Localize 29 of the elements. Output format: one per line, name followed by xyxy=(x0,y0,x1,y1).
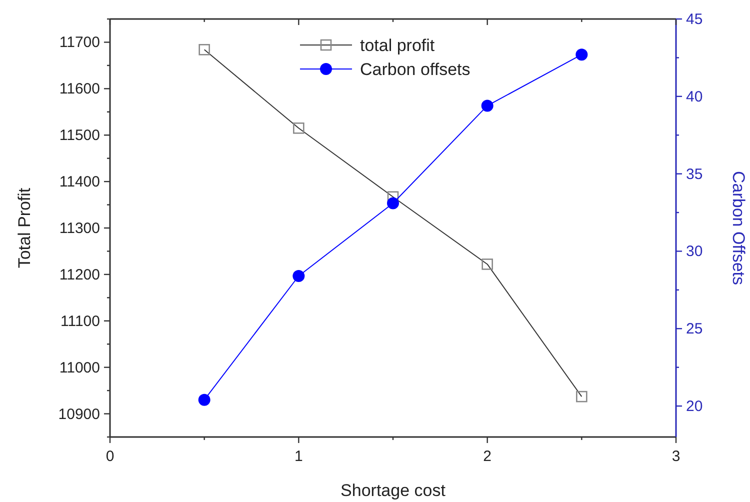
x-tick-label: 1 xyxy=(294,448,303,465)
y-tick-label: 11700 xyxy=(59,34,100,52)
y-axis-title: Total Profit xyxy=(15,188,34,268)
y2-tick-label: 35 xyxy=(686,166,703,183)
y-tick-label: 10900 xyxy=(58,406,100,423)
legend-label: total profit xyxy=(360,36,435,55)
y2-tick-label: 40 xyxy=(686,88,703,106)
legend-label: Carbon offsets xyxy=(360,60,470,79)
x-axis-title: Shortage cost xyxy=(340,481,446,500)
y-tick-label: 11400 xyxy=(59,174,100,191)
point xyxy=(387,197,399,210)
y-tick-label: 11200 xyxy=(59,266,100,284)
x-tick-label: 2 xyxy=(483,448,492,465)
y2-axis-title: Carbon Offsets xyxy=(729,170,748,286)
y2-tick-label: 20 xyxy=(686,398,703,416)
y-tick-label: 11100 xyxy=(60,312,100,330)
x-tick-label: 0 xyxy=(106,448,114,465)
point xyxy=(576,48,588,61)
y-tick-label: 11500 xyxy=(59,127,100,144)
y-tick-label: 11600 xyxy=(59,80,100,98)
y-tick-label: 11300 xyxy=(59,220,100,237)
point xyxy=(292,270,305,282)
y2-tick-label: 30 xyxy=(686,243,703,260)
point xyxy=(198,394,210,406)
y2-tick-label: 45 xyxy=(686,11,703,28)
y-tick-label: 11000 xyxy=(59,359,100,376)
x-tick-label: 3 xyxy=(672,448,680,465)
point xyxy=(481,100,494,112)
y2-tick-label: 25 xyxy=(686,320,703,338)
